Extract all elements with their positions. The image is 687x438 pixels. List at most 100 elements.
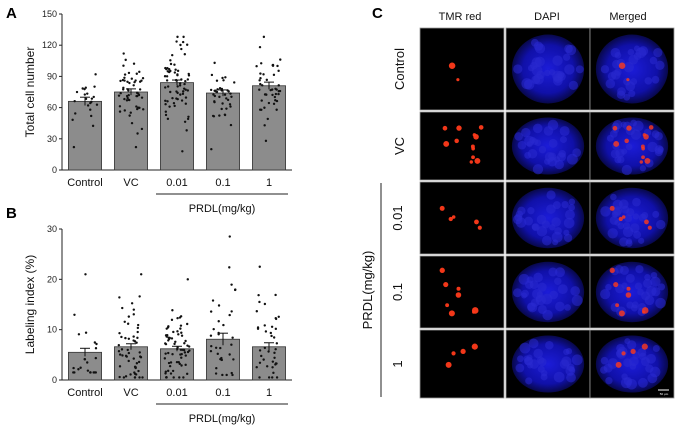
- tunel-positive-spot: [648, 125, 654, 130]
- data-point: [172, 376, 175, 379]
- data-point: [184, 96, 188, 99]
- data-point: [132, 308, 136, 311]
- tunel-positive-spot: [625, 292, 632, 298]
- data-point: [212, 93, 215, 96]
- nucleus: [626, 340, 637, 350]
- data-point: [166, 369, 170, 373]
- tunel-positive-spot: [439, 205, 445, 211]
- data-point: [263, 124, 266, 127]
- data-point: [133, 80, 136, 84]
- data-point: [77, 333, 81, 336]
- micrograph-frame: [419, 329, 505, 399]
- data-point: [137, 92, 140, 95]
- data-point: [217, 331, 220, 335]
- tunel-positive-spot: [474, 157, 481, 164]
- micrograph-grid: 50 μm: [419, 27, 675, 399]
- data-point: [176, 346, 179, 349]
- nucleus: [650, 271, 658, 279]
- data-point: [271, 366, 274, 369]
- prdl-group-label: PRDL(mg/kg): [360, 251, 375, 330]
- data-point: [275, 88, 278, 91]
- bar-1: [252, 85, 286, 171]
- data-point: [215, 90, 219, 94]
- y-tick-label: 30: [47, 134, 57, 144]
- nucleus: [517, 140, 527, 150]
- nucleus: [537, 304, 547, 314]
- micrograph-TMR red-VC: [419, 111, 505, 181]
- data-point: [138, 351, 141, 354]
- tunel-positive-spot: [442, 125, 448, 131]
- data-point: [181, 40, 185, 44]
- nucleus: [654, 131, 663, 141]
- data-point: [94, 356, 98, 360]
- data-point: [259, 72, 262, 75]
- tunel-positive-spot: [471, 307, 479, 314]
- nucleus: [606, 134, 614, 142]
- data-point: [173, 71, 177, 74]
- data-point: [141, 376, 144, 379]
- data-point: [183, 351, 187, 354]
- data-point: [117, 94, 121, 97]
- row-label-0.01: 0.01: [390, 205, 405, 230]
- data-point: [176, 97, 179, 101]
- nucleus: [555, 267, 565, 278]
- data-point: [182, 348, 186, 352]
- data-point: [128, 98, 131, 102]
- data-point: [262, 358, 265, 361]
- data-point: [127, 71, 131, 75]
- scale-bar-label: 50 μm: [660, 392, 669, 396]
- data-point: [258, 349, 262, 352]
- data-point: [209, 88, 213, 92]
- tunel-positive-spot: [445, 303, 450, 308]
- nucleus: [600, 65, 610, 74]
- nucleus: [610, 193, 617, 201]
- data-point: [185, 372, 189, 376]
- micrograph-DAPI-1: [505, 329, 591, 399]
- bar-0.01: [160, 82, 194, 171]
- data-point: [274, 363, 277, 366]
- nucleus: [571, 295, 583, 306]
- data-point: [217, 304, 221, 307]
- tunel-positive-spot: [455, 292, 462, 298]
- data-point: [127, 315, 131, 318]
- nucleus: [561, 200, 569, 209]
- data-point: [118, 331, 121, 335]
- data-point: [181, 348, 184, 351]
- data-point: [229, 123, 233, 127]
- data-point: [122, 52, 125, 55]
- data-point: [130, 77, 134, 80]
- data-point: [187, 115, 190, 118]
- data-point: [117, 350, 121, 353]
- nucleus: [553, 371, 565, 383]
- nucleus: [628, 90, 636, 98]
- data-point: [135, 105, 138, 108]
- nucleus: [521, 289, 529, 298]
- data-point: [179, 353, 182, 356]
- nucleus: [612, 59, 622, 69]
- data-point: [184, 363, 187, 367]
- nucleus: [559, 136, 567, 144]
- data-point: [260, 108, 263, 111]
- tunel-positive-spot: [439, 267, 445, 273]
- nucleus: [547, 119, 559, 131]
- nucleus: [621, 282, 628, 289]
- data-point: [177, 361, 180, 364]
- nucleus: [538, 145, 547, 154]
- tunel-positive-spot: [615, 361, 622, 368]
- nucleus: [521, 78, 533, 90]
- data-point: [272, 371, 275, 375]
- data-point: [184, 88, 187, 91]
- data-point: [171, 353, 174, 356]
- data-point: [185, 43, 189, 46]
- data-point: [259, 82, 262, 86]
- data-point: [84, 273, 87, 276]
- data-point: [174, 340, 177, 343]
- data-point: [234, 288, 237, 291]
- nucleus: [621, 164, 632, 176]
- data-point: [166, 333, 169, 337]
- nucleus: [524, 151, 532, 159]
- nucleus: [630, 223, 640, 233]
- nucleus: [642, 278, 653, 289]
- nucleus: [652, 345, 660, 353]
- data-point: [180, 47, 183, 51]
